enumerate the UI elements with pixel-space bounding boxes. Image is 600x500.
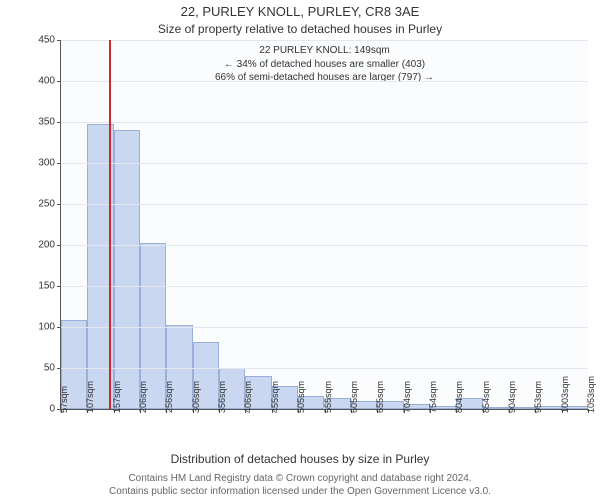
x-axis-label: Distribution of detached houses by size … xyxy=(0,452,600,466)
x-tick-label: 854sqm xyxy=(481,381,491,413)
x-tick-label: 1053sqm xyxy=(586,376,596,413)
x-tick-label: 804sqm xyxy=(454,381,464,413)
y-tick-mark xyxy=(57,40,61,41)
chart-container: 22, PURLEY KNOLL, PURLEY, CR8 3AE Size o… xyxy=(0,0,600,500)
x-tick-label: 57sqm xyxy=(59,386,69,413)
y-tick-mark xyxy=(57,245,61,246)
y-tick-mark xyxy=(57,122,61,123)
x-tick-label: 655sqm xyxy=(375,381,385,413)
gridline-h xyxy=(61,204,588,205)
x-tick-label: 1003sqm xyxy=(560,376,570,413)
y-tick-mark xyxy=(57,204,61,205)
footer-line2: Contains public sector information licen… xyxy=(0,486,600,499)
x-tick-label: 356sqm xyxy=(217,381,227,413)
x-tick-label: 256sqm xyxy=(164,381,174,413)
plot-area: 22 PURLEY KNOLL: 149sqm ← 34% of detache… xyxy=(60,40,588,410)
x-tick-label: 157sqm xyxy=(112,381,122,413)
footer-text: Contains HM Land Registry data © Crown c… xyxy=(0,473,600,498)
x-tick-label: 306sqm xyxy=(191,381,201,413)
gridline-h xyxy=(61,122,588,123)
x-tick-label: 953sqm xyxy=(533,381,543,413)
gridline-h xyxy=(61,245,588,246)
footer-line1: Contains HM Land Registry data © Crown c… xyxy=(0,473,600,486)
x-tick-label: 107sqm xyxy=(85,381,95,413)
x-tick-label: 555sqm xyxy=(323,381,333,413)
x-tick-label: 505sqm xyxy=(296,381,306,413)
gridline-h xyxy=(61,163,588,164)
gridline-h xyxy=(61,40,588,41)
y-tick-mark xyxy=(57,286,61,287)
annotation-line2: ← 34% of detached houses are smaller (40… xyxy=(81,58,568,72)
y-tick-mark xyxy=(57,81,61,82)
bars-layer xyxy=(61,40,588,409)
x-tick-label: 754sqm xyxy=(428,381,438,413)
x-tick-label: 704sqm xyxy=(402,381,412,413)
gridline-h xyxy=(61,368,588,369)
x-tick-label: 904sqm xyxy=(507,381,517,413)
x-tick-label: 406sqm xyxy=(243,381,253,413)
annotation-line3: 66% of semi-detached houses are larger (… xyxy=(81,71,568,85)
marker-line xyxy=(109,40,111,409)
y-tick-mark xyxy=(57,163,61,164)
gridline-h xyxy=(61,286,588,287)
chart-subtitle: Size of property relative to detached ho… xyxy=(0,22,600,36)
chart-title: 22, PURLEY KNOLL, PURLEY, CR8 3AE xyxy=(0,4,600,19)
y-tick-mark xyxy=(57,327,61,328)
y-tick-mark xyxy=(57,368,61,369)
x-tick-label: 605sqm xyxy=(349,381,359,413)
x-tick-label: 206sqm xyxy=(138,381,148,413)
x-tick-label: 455sqm xyxy=(270,381,280,413)
gridline-h xyxy=(61,327,588,328)
annotation-box: 22 PURLEY KNOLL: 149sqm ← 34% of detache… xyxy=(81,44,568,85)
annotation-line1: 22 PURLEY KNOLL: 149sqm xyxy=(81,44,568,58)
gridline-h xyxy=(61,81,588,82)
